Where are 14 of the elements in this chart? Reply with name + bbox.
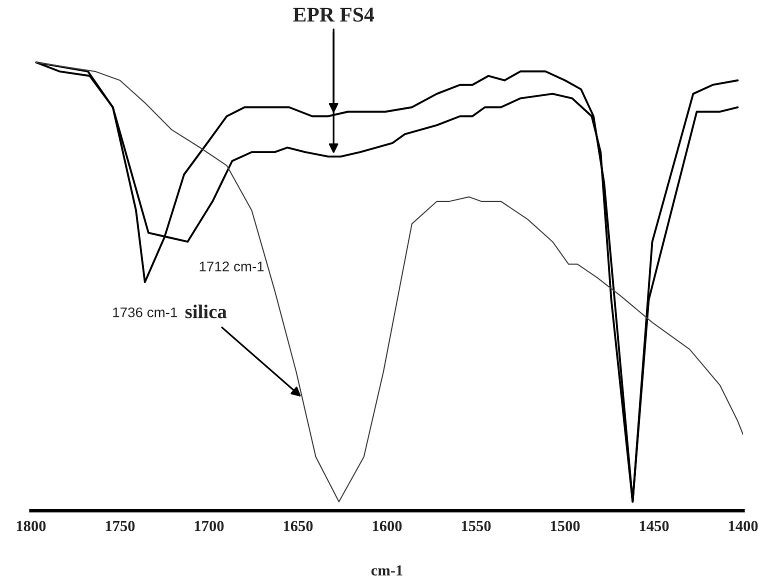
x-tick-label: 1800 (16, 520, 46, 532)
x-tick-label: 1650 (284, 520, 313, 532)
annotation: EPR FS4 (293, 8, 374, 22)
annotation: 1736 cm-1 (113, 307, 178, 318)
x-tick-label: 1700 (194, 520, 224, 532)
x-tick-label: 1450 (640, 520, 669, 532)
x-axis-title: cm-1 (371, 565, 402, 576)
x-tick-label: 1550 (462, 520, 491, 532)
annotation: 1712 cm-1 (200, 262, 264, 272)
x-tick-label: 1500 (550, 520, 580, 532)
x-tick-label: 1750 (106, 520, 135, 532)
x-tick-label: 1400 (728, 520, 758, 532)
x-tick-label: 1600 (372, 520, 402, 532)
annotation: silica (185, 304, 227, 318)
